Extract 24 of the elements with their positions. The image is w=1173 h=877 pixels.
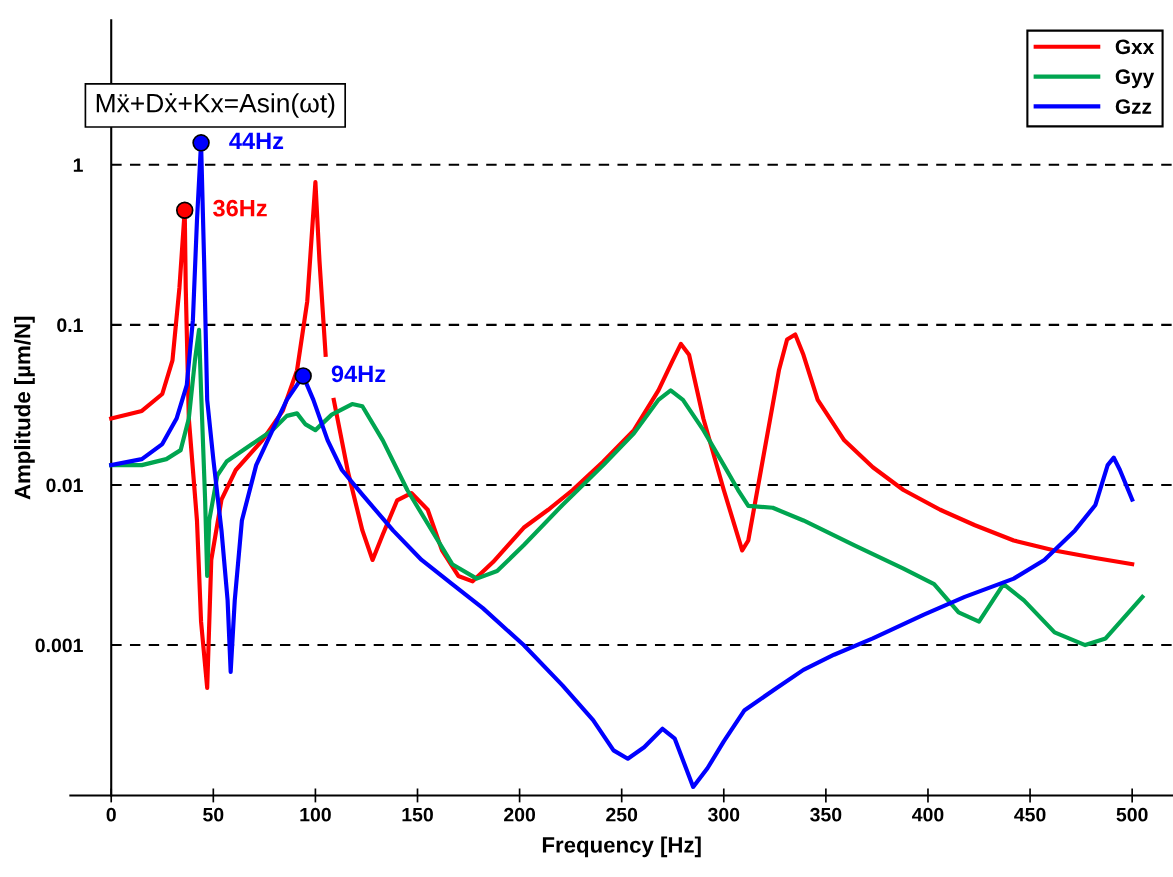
annotation: Mẍ+Dẋ+Kx=Asin(ωt)	[96, 93, 335, 118]
annotation: 44Hz	[229, 132, 284, 149]
x-tick-label: 350	[810, 807, 842, 822]
x-tick-label: 0	[106, 807, 116, 822]
x-tick-label: 400	[912, 807, 944, 822]
x-tick-label: 450	[1014, 807, 1046, 822]
x-tick-label: 200	[504, 807, 536, 822]
y-tick-label: 0.01	[46, 478, 83, 493]
annotation: 36Hz	[213, 199, 267, 217]
y-axis-title: Amplitude [µm/N]	[14, 316, 35, 500]
annotation: 94Hz	[331, 365, 386, 383]
legend-label: Gzz	[1115, 99, 1152, 114]
y-tick-label: 1	[73, 158, 83, 172]
x-tick-label: 300	[708, 807, 740, 822]
x-tick-label: 500	[1116, 807, 1148, 822]
y-tick-label: 0.1	[57, 318, 83, 333]
x-axis-title: Frequency [Hz]	[542, 836, 701, 858]
x-tick-label: 100	[300, 807, 331, 822]
x-tick-label: 50	[203, 807, 224, 822]
y-tick-label: 0.001	[35, 638, 83, 653]
x-tick-label: 250	[606, 807, 638, 822]
legend-label: Gxx	[1115, 39, 1155, 55]
x-tick-label: 150	[402, 807, 433, 822]
legend-label: Gyy	[1115, 69, 1155, 89]
